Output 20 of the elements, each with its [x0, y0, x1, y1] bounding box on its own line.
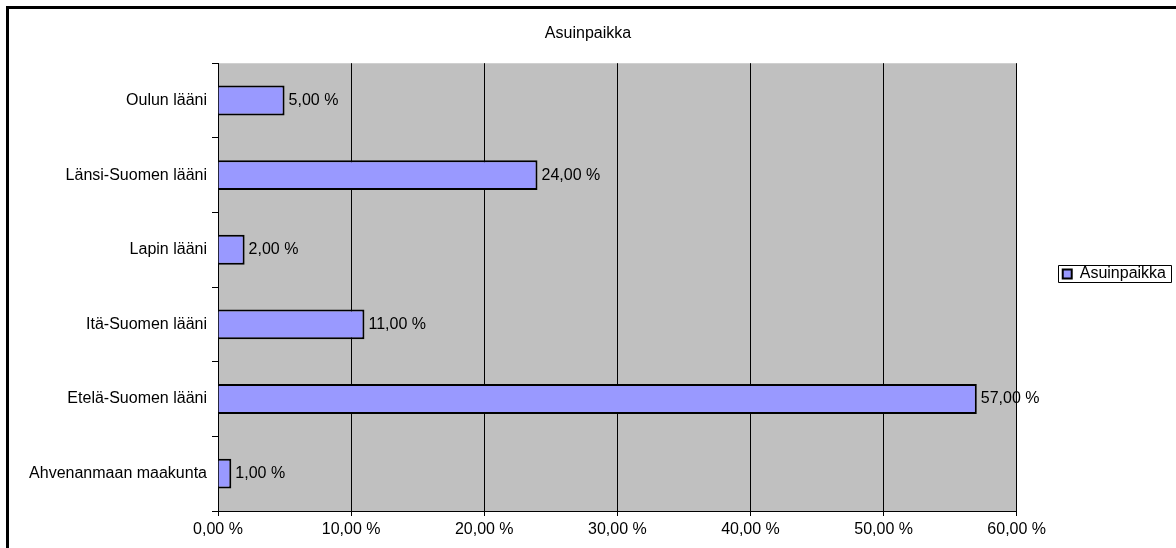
y-tick-label: Lapin lääni: [129, 240, 207, 258]
y-tick-label: Itä-Suomen lääni: [86, 314, 207, 332]
y-tick-label: Ahvenanmaan maakunta: [29, 464, 208, 482]
data-label: 11,00 %: [368, 314, 426, 332]
data-label: 5,00 %: [288, 90, 339, 108]
data-label: 1,00 %: [235, 464, 286, 482]
x-tick-label: 50,00 %: [854, 520, 913, 538]
y-tick-label: Länsi-Suomen lääni: [65, 165, 207, 183]
x-tick-label: 0,00 %: [193, 520, 243, 538]
x-tick-label: 10,00 %: [321, 520, 381, 538]
x-tick-label: 20,00 %: [454, 520, 514, 538]
chart-title: Asuinpaikka: [544, 24, 632, 42]
y-tick-label: Oulun lääni: [126, 90, 207, 108]
x-tick-label: 40,00 %: [721, 520, 780, 538]
x-tick-label: 30,00 %: [588, 520, 647, 538]
data-label: 2,00 %: [248, 240, 299, 258]
y-tick-label: Etelä-Suomen lääni: [67, 389, 207, 407]
data-label: 24,00 %: [541, 165, 601, 183]
x-tick-label: 60,00 %: [987, 520, 1047, 538]
legend-label: Asuinpaikka: [1079, 264, 1167, 282]
